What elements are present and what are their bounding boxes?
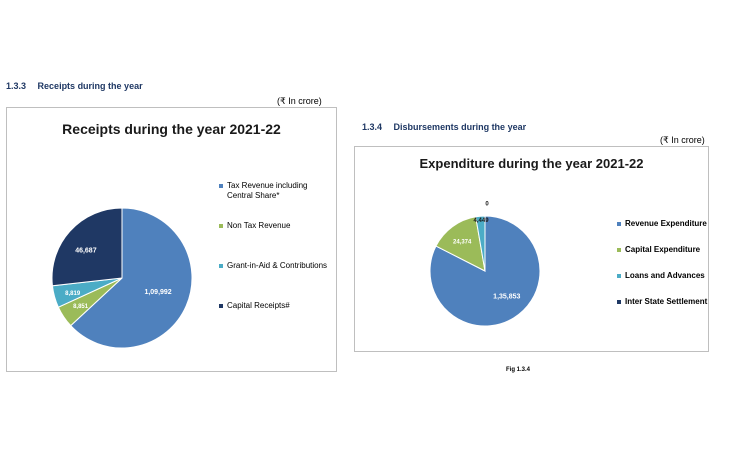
receipts-legend-swatch-0 (219, 184, 223, 188)
expenditure-legend-item-3: Inter State Settlement (617, 297, 711, 307)
expenditure-legend-label-0: Revenue Expenditure (625, 219, 707, 228)
receipts-legend-item-3: Capital Receipts# (219, 301, 332, 311)
expenditure-chart-title: Expenditure during the year 2021-22 (419, 156, 644, 171)
receipts-unit-label: (₹ In crore) (277, 96, 322, 106)
expenditure-pie-chart: 1,35,853 24,374 4,449 0 (429, 201, 541, 327)
expenditure-legend-swatch-2 (617, 274, 621, 278)
expenditure-legend-label-1: Capital Expenditure (625, 245, 701, 254)
receipts-legend-label-3: Capital Receipts# (227, 301, 290, 310)
expenditure-chart-panel: Expenditure during the year 2021-22 1,35… (354, 146, 709, 352)
receipts-legend-label-0: Tax Revenue including Central Share* (227, 181, 308, 200)
expenditure-legend-item-2: Loans and Advances (617, 271, 711, 281)
disbursements-section-heading: 1.3.4 Disbursements during the year (362, 122, 526, 132)
expenditure-slice-2 (475, 215, 486, 272)
disbursements-section-number: 1.3.4 (362, 122, 383, 132)
expenditure-legend-swatch-3 (617, 300, 621, 304)
disbursements-unit-label: (₹ In crore) (660, 135, 705, 145)
receipts-section-heading: 1.3.3 Receipts during the year (6, 81, 143, 91)
receipts-section-title: Receipts during the year (37, 81, 143, 91)
receipts-legend-swatch-1 (219, 224, 223, 228)
expenditure-data-label-2: 4,449 (474, 218, 490, 224)
disbursements-section-title: Disbursements during the year (393, 122, 527, 132)
expenditure-legend-label-2: Loans and Advances (625, 271, 705, 280)
expenditure-legend-item-0: Revenue Expenditure (617, 219, 711, 229)
expenditure-legend-label-3: Inter State Settlement (625, 297, 708, 306)
expenditure-data-label-3: 0 (485, 201, 489, 207)
receipts-data-label-0: 1,09,992 (144, 289, 171, 296)
receipts-slice-0 (70, 207, 193, 349)
receipts-legend-swatch-3 (219, 304, 223, 308)
receipts-data-label-1: 8,851 (73, 304, 89, 310)
receipts-legend-swatch-2 (219, 264, 223, 268)
receipts-legend-item-0: Tax Revenue including Central Share* (219, 181, 332, 201)
receipts-legend-item-2: Grant-in-Aid & Contributions (219, 261, 332, 271)
receipts-section-number: 1.3.3 (6, 81, 27, 91)
receipts-legend-label-1: Non Tax Revenue (227, 221, 291, 230)
expenditure-legend-item-1: Capital Expenditure (617, 245, 711, 255)
receipts-chart-title: Receipts during the year 2021-22 (62, 121, 281, 137)
receipts-pie-chart: 1,09,992 8,851 8,819 46,687 (51, 207, 193, 349)
receipts-legend: Tax Revenue including Central Share* Non … (219, 181, 334, 321)
figure-caption: Fig 1.3.4 (506, 367, 531, 373)
expenditure-legend-swatch-1 (617, 248, 621, 252)
expenditure-legend: Revenue Expenditure Capital Expenditure Lo… (617, 219, 709, 319)
expenditure-data-label-0: 1,35,853 (493, 294, 520, 301)
receipts-slice-3 (51, 207, 123, 287)
receipts-data-label-3: 46,687 (75, 248, 97, 255)
expenditure-slice-1 (435, 216, 486, 272)
receipts-data-label-2: 8,819 (65, 291, 81, 297)
receipts-legend-item-1: Non Tax Revenue (219, 221, 332, 231)
receipts-chart-panel: Receipts during the year 2021-22 1,09,99… (6, 107, 337, 372)
receipts-legend-label-2: Grant-in-Aid & Contributions (227, 261, 328, 270)
expenditure-data-label-1: 24,374 (453, 240, 472, 246)
expenditure-legend-swatch-0 (617, 222, 621, 226)
